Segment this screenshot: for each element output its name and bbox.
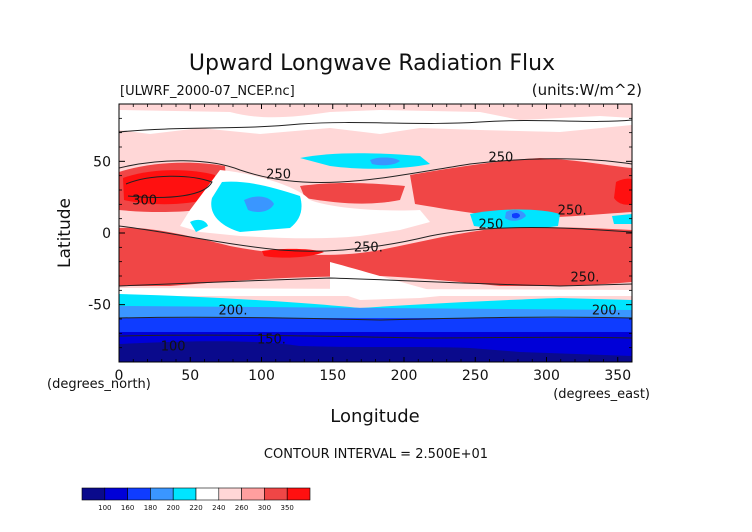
- contour-line-250-south2: [119, 277, 632, 287]
- y-tick-label: -50: [88, 298, 111, 314]
- colorbar-level-label: 240: [212, 504, 225, 512]
- x-tick-label: 150: [319, 368, 346, 384]
- field-red-north-east: [410, 158, 632, 218]
- colorbar-swatch: [104, 487, 128, 501]
- x-tick-label: 100: [248, 368, 275, 384]
- contour-line-north-pole: [119, 119, 632, 133]
- field-white-north: [119, 110, 632, 134]
- x-tick-label: 200: [391, 368, 418, 384]
- contour-labels: 250 250 300 250. 250 250. 250. 200. 200. 150. 100: [132, 150, 621, 354]
- field-cyan-north: [300, 153, 430, 169]
- colorbar-level-label: 300: [258, 504, 271, 512]
- colorbar: 100 160 180 200 220 240 260 300 350: [81, 487, 311, 512]
- colorbar-level-label: 160: [121, 504, 134, 512]
- colorbar-level-label: 180: [144, 504, 157, 512]
- x-tick-label: 50: [181, 368, 199, 384]
- contour-label: 250.: [570, 271, 599, 286]
- field-bright-red-2: [614, 178, 632, 205]
- colorbar-swatch: [172, 487, 197, 501]
- contour-label: 250: [488, 150, 513, 165]
- contour-label: 150.: [257, 332, 286, 347]
- dataset-label: [ULWRF_2000-07_NCEP.nc]: [120, 84, 295, 99]
- colorbar-swatch: [218, 487, 242, 501]
- contour-label: 300: [132, 193, 157, 208]
- colorbar-level-label: 200: [167, 504, 180, 512]
- colorbar-swatch: [264, 487, 288, 501]
- contour-line-200: [119, 316, 632, 321]
- colorbar-level-label: 100: [98, 504, 111, 512]
- x-tick-label: 350: [604, 368, 631, 384]
- field-red-central: [300, 183, 405, 204]
- heatmap-field: [119, 104, 632, 362]
- colorbar-swatch: [127, 487, 151, 501]
- contour-label: 200.: [592, 304, 621, 319]
- x-tick-label: 250: [462, 368, 489, 384]
- contour-line-150: [119, 334, 632, 339]
- contour-label: 200.: [219, 304, 248, 319]
- y-axis: -50 0 50: [88, 117, 632, 349]
- colorbar-swatch: [150, 487, 174, 501]
- contour-line-300: [125, 175, 213, 198]
- colorbar-swatch: [241, 487, 265, 501]
- contour-line-250-north: [119, 158, 632, 183]
- colorbar-swatch: [81, 487, 106, 501]
- x-unit-label: (degrees_east): [553, 387, 650, 402]
- x-tick-label: 300: [533, 368, 560, 384]
- x-axis: 0 50 100 150 200 250 300 350: [115, 104, 631, 384]
- contour-label: 250: [266, 168, 291, 183]
- contour-label: 250.: [558, 203, 587, 218]
- colorbar-swatch: [286, 487, 311, 501]
- x-axis-label: Longitude: [330, 406, 420, 427]
- field-royal-south: [119, 318, 632, 334]
- contour-interval-note: CONTOUR INTERVAL = 2.500E+01: [264, 447, 488, 462]
- field-blue-tropics-1: [244, 196, 274, 212]
- field-blue-south: [119, 306, 632, 320]
- y-unit-label: (degrees_north): [47, 377, 151, 392]
- contour-label: 250.: [354, 241, 383, 256]
- colorbar-level-label: 260: [235, 504, 248, 512]
- y-tick-label: 50: [93, 154, 111, 170]
- field-cyan-tropics-4: [612, 214, 632, 224]
- colorbar-swatch: [195, 487, 220, 501]
- contour-label: 100: [161, 340, 186, 355]
- y-tick-label: 0: [102, 226, 111, 242]
- field-red-south: [119, 227, 632, 286]
- field-white-midlat-south: [119, 288, 632, 296]
- y-axis-label: Latitude: [55, 198, 75, 268]
- contour-label: 250: [479, 218, 504, 233]
- colorbar-level-label: 220: [189, 504, 202, 512]
- contour-line-250-south: [119, 225, 632, 252]
- x-tick-label: 0: [115, 368, 124, 384]
- field-darkblue-polar: [119, 341, 632, 362]
- field-dark-blue-tropics: [512, 212, 520, 219]
- field-cyan-tropics-3: [190, 219, 208, 232]
- chart-title: Upward Longwave Radiation Flux: [189, 51, 555, 76]
- units-label: (units:W/m^2): [532, 81, 642, 99]
- field-blue-north: [370, 157, 400, 166]
- colorbar-level-label: 350: [281, 504, 294, 512]
